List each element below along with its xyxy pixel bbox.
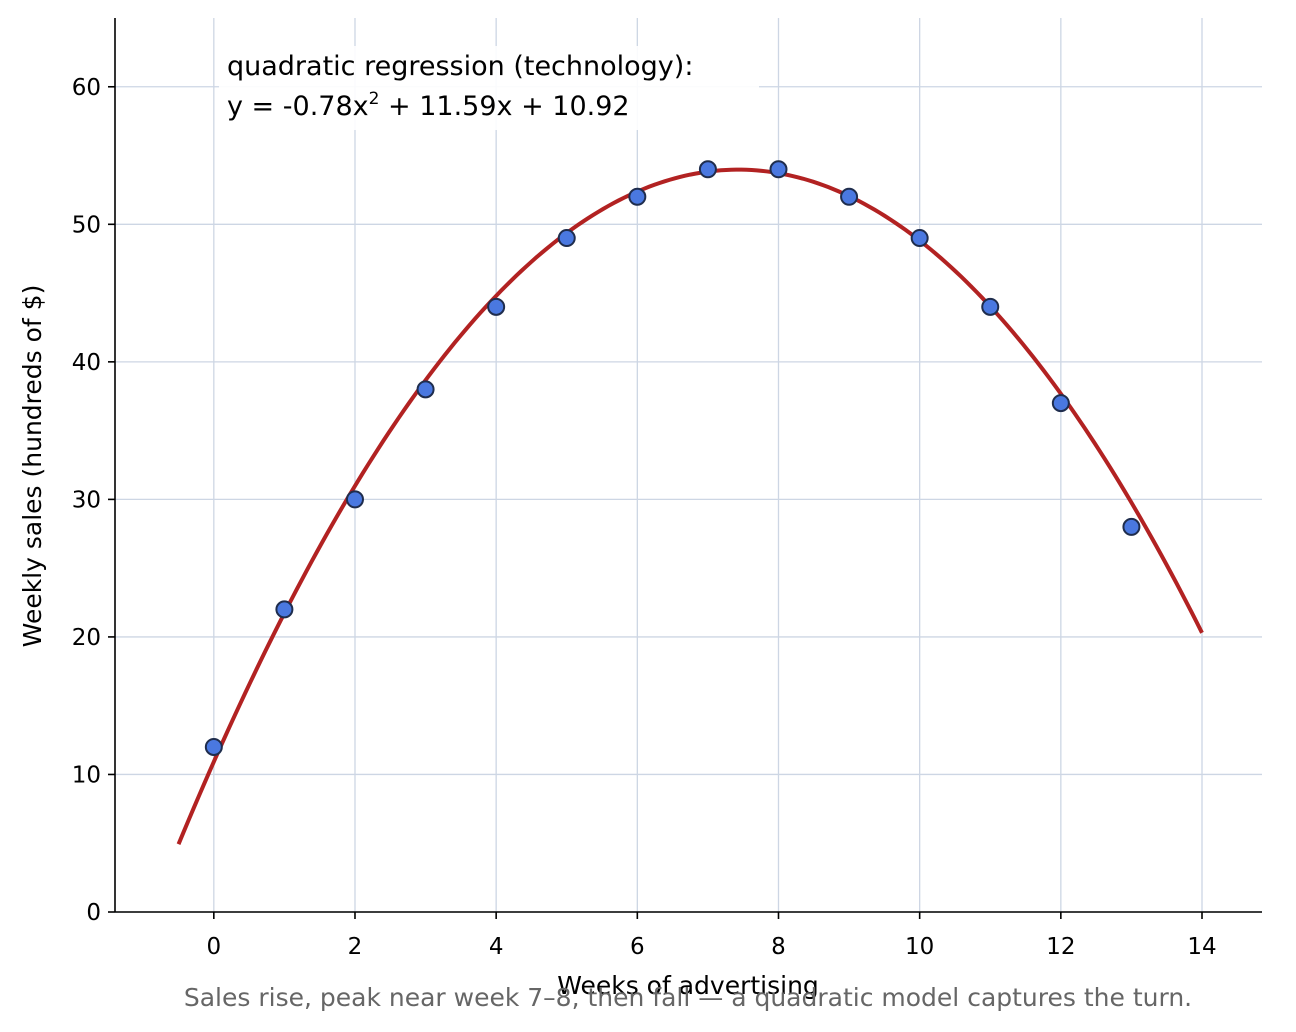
y-tick-label: 0 bbox=[86, 900, 101, 926]
y-axis-ticks: 0 10 20 30 40 50 60 bbox=[72, 75, 115, 926]
y-tick-label: 60 bbox=[72, 75, 101, 101]
y-axis-label: Weekly sales (hundreds of $) bbox=[18, 285, 47, 648]
data-point bbox=[910, 229, 929, 248]
annotation-background bbox=[219, 46, 759, 130]
grid-lines bbox=[115, 18, 1262, 913]
chart-caption: Sales rise, peak near week 7–8, then fal… bbox=[184, 983, 1192, 1012]
data-point bbox=[628, 187, 647, 206]
data-points bbox=[204, 160, 1141, 756]
data-point bbox=[204, 737, 223, 756]
annotation-exponent: 2 bbox=[369, 89, 380, 109]
y-tick-label: 50 bbox=[72, 212, 101, 238]
x-tick-label: 4 bbox=[489, 934, 504, 960]
x-tick-label: 14 bbox=[1187, 934, 1216, 960]
x-axis-ticks: 0 2 4 6 8 10 12 14 bbox=[206, 912, 1217, 960]
data-point bbox=[981, 297, 1000, 316]
x-tick-label: 6 bbox=[630, 934, 645, 960]
x-tick-label: 8 bbox=[771, 934, 786, 960]
data-point bbox=[840, 187, 859, 206]
data-point bbox=[1122, 517, 1141, 536]
data-point bbox=[416, 380, 435, 399]
annotation-line-1: quadratic regression (technology): bbox=[227, 51, 693, 82]
regression-curve-group bbox=[176, 167, 1204, 845]
y-tick-label: 10 bbox=[72, 762, 101, 788]
data-point bbox=[769, 160, 788, 179]
regression-curve bbox=[176, 167, 1204, 845]
x-tick-label: 10 bbox=[905, 934, 934, 960]
x-axis-label: Weeks of advertising bbox=[557, 971, 819, 1000]
annotation-equation-suffix: + 11.59x + 10.92 bbox=[379, 91, 629, 122]
y-tick-label: 30 bbox=[72, 487, 101, 513]
x-tick-label: 2 bbox=[348, 934, 363, 960]
x-tick-label: 12 bbox=[1046, 934, 1075, 960]
y-tick-label: 20 bbox=[72, 625, 101, 651]
data-point bbox=[275, 600, 294, 619]
annotation-equation-prefix: y = -0.78x bbox=[227, 91, 369, 122]
y-tick-label: 40 bbox=[72, 350, 101, 376]
data-point bbox=[487, 297, 506, 316]
axes bbox=[114, 18, 1262, 913]
annotation-line-2: y = -0.78x2 + 11.59x + 10.92 bbox=[227, 89, 630, 122]
data-point bbox=[557, 229, 576, 248]
data-point bbox=[345, 490, 364, 509]
x-tick-label: 0 bbox=[206, 934, 221, 960]
data-point bbox=[698, 160, 717, 179]
data-point bbox=[1051, 394, 1070, 413]
annotation-box: quadratic regression (technology): y = -… bbox=[219, 46, 759, 130]
